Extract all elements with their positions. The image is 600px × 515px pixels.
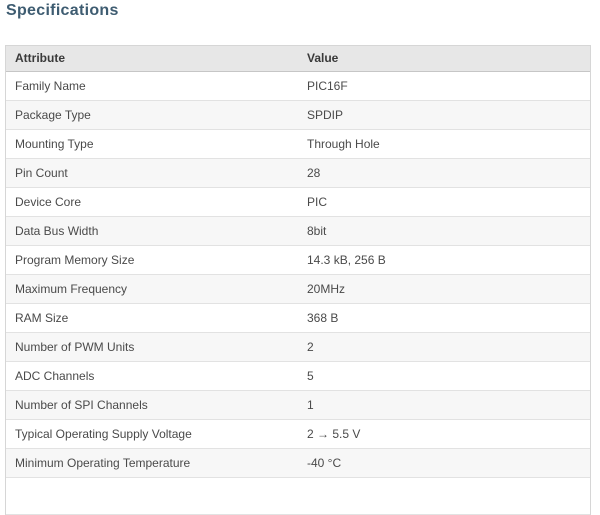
table-row: Maximum Frequency 20MHz <box>6 275 590 304</box>
attribute-cell <box>6 478 298 515</box>
table-row: Number of PWM Units 2 <box>6 333 590 362</box>
table-header-row: Attribute Value <box>6 46 590 72</box>
value-cell: PIC <box>298 188 590 217</box>
value-cell: 1 <box>298 391 590 420</box>
value-cell: 28 <box>298 159 590 188</box>
table-row-partial <box>6 478 590 515</box>
table-row: ADC Channels 5 <box>6 362 590 391</box>
value-cell <box>298 478 590 515</box>
attribute-cell: RAM Size <box>6 304 298 333</box>
attribute-cell: Program Memory Size <box>6 246 298 275</box>
table-row: Program Memory Size 14.3 kB, 256 B <box>6 246 590 275</box>
attribute-cell: Data Bus Width <box>6 217 298 246</box>
table-row: Package Type SPDIP <box>6 101 590 130</box>
table-row: Data Bus Width 8bit <box>6 217 590 246</box>
attribute-cell: Number of SPI Channels <box>6 391 298 420</box>
column-header-value: Value <box>298 46 590 72</box>
attribute-cell: Mounting Type <box>6 130 298 159</box>
attribute-cell: Pin Count <box>6 159 298 188</box>
value-cell: -40 °C <box>298 449 590 478</box>
table-row: Mounting Type Through Hole <box>6 130 590 159</box>
attribute-cell: ADC Channels <box>6 362 298 391</box>
value-cell: 2 → 5.5 V <box>298 420 590 449</box>
value-cell: 368 B <box>298 304 590 333</box>
attribute-cell: Number of PWM Units <box>6 333 298 362</box>
page-title: Specifications <box>6 2 119 19</box>
table-row: Number of SPI Channels 1 <box>6 391 590 420</box>
value-cell: 2 <box>298 333 590 362</box>
attribute-cell: Typical Operating Supply Voltage <box>6 420 298 449</box>
attribute-cell: Package Type <box>6 101 298 130</box>
value-cell: 14.3 kB, 256 B <box>298 246 590 275</box>
table-row: RAM Size 368 B <box>6 304 590 333</box>
value-cell: 20MHz <box>298 275 590 304</box>
attribute-cell: Family Name <box>6 72 298 101</box>
attribute-cell: Device Core <box>6 188 298 217</box>
value-cell: PIC16F <box>298 72 590 101</box>
table-row: Family Name PIC16F <box>6 72 590 101</box>
value-cell: 5 <box>298 362 590 391</box>
column-header-attribute: Attribute <box>6 46 298 72</box>
specifications-table: Attribute Value Family Name PIC16F Packa… <box>5 45 591 515</box>
table-row: Typical Operating Supply Voltage 2 → 5.5… <box>6 420 590 449</box>
value-cell: 8bit <box>298 217 590 246</box>
value-cell: Through Hole <box>298 130 590 159</box>
attribute-cell: Minimum Operating Temperature <box>6 449 298 478</box>
table-row: Pin Count 28 <box>6 159 590 188</box>
value-cell: SPDIP <box>298 101 590 130</box>
attribute-cell: Maximum Frequency <box>6 275 298 304</box>
spec-table-head: Attribute Value <box>6 46 590 72</box>
table-row: Device Core PIC <box>6 188 590 217</box>
spec-table-body: Family Name PIC16F Package Type SPDIP Mo… <box>6 72 590 515</box>
table-row: Minimum Operating Temperature -40 °C <box>6 449 590 478</box>
